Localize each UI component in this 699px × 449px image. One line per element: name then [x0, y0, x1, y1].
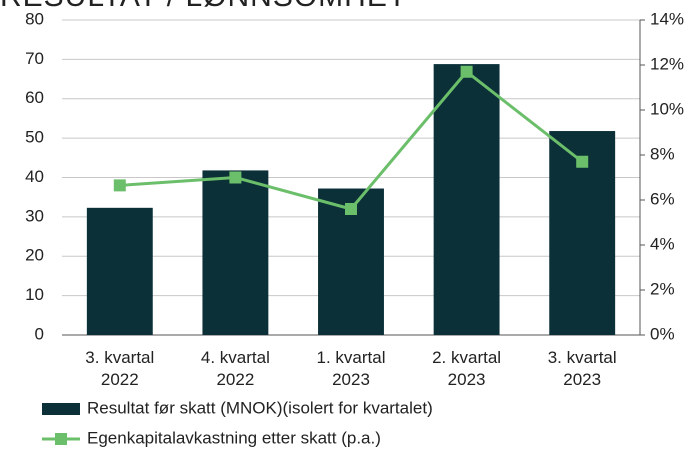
marker	[113, 179, 126, 192]
x-tick-label: 3. kvartal 2023	[547, 348, 617, 389]
y2-tick-label: 4%	[650, 234, 675, 253]
marker	[576, 155, 589, 168]
legend-label: Resultat før skatt (MNOK)(isolert for kv…	[87, 398, 433, 417]
y2-tick-label: 0%	[650, 324, 675, 343]
legend-label: Egenkapitalavkastning etter skatt (p.a.)	[87, 428, 381, 447]
marker	[229, 171, 242, 184]
x-tick-label: 2. kvartal 2023	[432, 348, 502, 389]
y-tick-label: 10	[25, 285, 44, 304]
x-tick-label: 4. kvartal 2022	[200, 348, 270, 389]
x-tick-label: 1. kvartal 2023	[316, 348, 386, 389]
y2-tick-label: 10%	[650, 99, 684, 118]
chart-title: RESULTAT / LØNNSOMHET	[0, 0, 407, 13]
y-tick-label: 0	[35, 324, 44, 343]
bar	[86, 207, 153, 335]
y-tick-label: 70	[25, 49, 44, 68]
y2-tick-label: 14%	[650, 9, 684, 28]
legend-swatch	[42, 403, 80, 415]
y-tick-label: 40	[25, 167, 44, 186]
bar	[433, 64, 500, 335]
y2-tick-label: 12%	[650, 54, 684, 73]
x-tick-label: 3. kvartal 2022	[85, 348, 155, 389]
line	[119, 69, 584, 211]
y-tick-label: 80	[25, 9, 44, 28]
marker	[460, 65, 473, 78]
y2-tick-label: 8%	[650, 144, 675, 163]
y2-tick-label: 6%	[650, 189, 675, 208]
y-tick-label: 60	[25, 88, 44, 107]
legend-swatch	[55, 433, 67, 445]
y-tick-label: 50	[25, 128, 44, 147]
y2-tick-label: 2%	[650, 279, 675, 298]
marker	[345, 203, 357, 215]
bar	[202, 170, 269, 335]
y-tick-label: 20	[25, 246, 44, 265]
y-tick-label: 30	[25, 206, 44, 225]
